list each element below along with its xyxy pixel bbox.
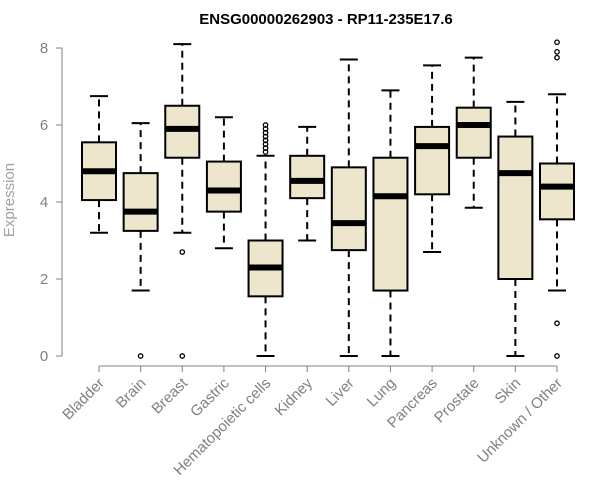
iqr-box	[497, 135, 534, 280]
x-tick-label: Brain	[113, 375, 150, 412]
iqr-box	[455, 106, 492, 159]
y-axis: 0 2 4 6 8	[40, 40, 63, 365]
box-breast	[164, 43, 201, 359]
outlier-point	[137, 353, 144, 359]
box-prostate	[455, 56, 492, 209]
iqr-box	[205, 160, 242, 213]
x-tick-label: Lung	[364, 375, 400, 411]
outlier-point	[554, 320, 560, 327]
box-pancreas	[414, 64, 451, 254]
y-tick-label: 4	[40, 194, 48, 211]
x-tick-label: Liver	[323, 375, 358, 410]
box-liver	[330, 58, 367, 357]
x-tick-label: Breast	[148, 374, 191, 417]
x-tick-label: Skin	[492, 375, 525, 408]
iqr-box	[372, 156, 409, 292]
box-unknown-other	[539, 39, 575, 359]
box-lung	[372, 89, 409, 357]
boxes-layer	[81, 39, 575, 359]
outlier-point	[262, 122, 269, 128]
y-tick-label: 0	[40, 348, 48, 365]
box-skin	[497, 100, 534, 357]
box-kidney	[289, 125, 326, 242]
x-tick-label: Kidney	[272, 374, 317, 419]
outlier-point	[179, 249, 186, 255]
iqr-box	[122, 172, 159, 232]
iqr-box	[289, 154, 326, 200]
outlier-point	[554, 54, 560, 61]
box-brain	[122, 122, 159, 359]
iqr-box	[330, 166, 367, 252]
y-tick-label: 2	[40, 271, 48, 288]
y-axis-label: Expression	[1, 163, 18, 237]
y-tick-label: 6	[40, 117, 48, 134]
x-tick-label: Prostate	[431, 375, 483, 427]
y-tick-label: 8	[40, 40, 48, 57]
box-hematopoietic-cells	[247, 122, 284, 357]
box-bladder	[81, 95, 117, 234]
outlier-point	[554, 48, 560, 55]
outlier-point	[179, 353, 186, 359]
x-tick-label: Bladder	[59, 375, 108, 424]
chart-title: ENSG00000262903 - RP11-235E17.6	[199, 11, 453, 28]
iqr-box	[539, 162, 575, 221]
box-gastric	[205, 116, 242, 250]
outlier-point	[554, 39, 560, 46]
outlier-point	[554, 353, 560, 359]
iqr-box	[414, 125, 451, 196]
